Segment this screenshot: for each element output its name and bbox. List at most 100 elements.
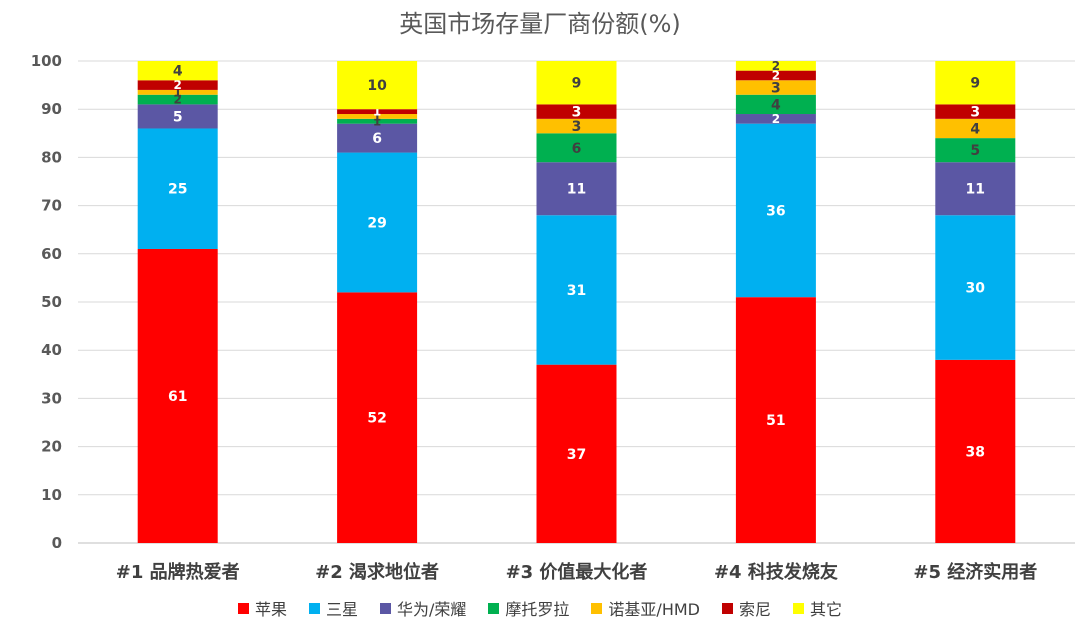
bar-segment (337, 109, 418, 115)
x-tick-label: #2 渴求地位者 (315, 561, 439, 583)
bar-segment (536, 118, 617, 134)
legend-label: 华为/荣耀 (397, 600, 467, 619)
data-label: 10 (367, 78, 387, 94)
bar-segment (137, 104, 218, 129)
bar-segment (935, 162, 1016, 216)
bar-segment (536, 364, 617, 543)
bar-segment (536, 104, 617, 119)
y-tick-label: 70 (41, 197, 62, 215)
data-label: 3 (771, 81, 781, 97)
bar-segment (935, 215, 1016, 360)
bar-segment (536, 162, 617, 216)
data-label: 51 (766, 413, 785, 429)
legend-item: 苹果 (237, 596, 287, 620)
y-tick-label: 80 (41, 148, 62, 166)
bar-segment (935, 104, 1016, 119)
y-tick-label: 90 (41, 100, 62, 118)
legend-swatch (237, 602, 249, 614)
legend-swatch (721, 602, 733, 614)
y-tick-label: 30 (41, 389, 62, 407)
bar-segment (137, 94, 218, 105)
data-label: 4 (173, 64, 183, 80)
data-label: 52 (367, 411, 386, 427)
bar-segment (935, 61, 1016, 105)
data-label: 29 (367, 215, 386, 231)
legend-label: 苹果 (254, 600, 287, 619)
data-label: 1 (174, 85, 182, 99)
legend-item: 索尼 (721, 596, 771, 620)
data-label: 5 (173, 109, 183, 125)
y-tick-label: 100 (31, 52, 62, 70)
data-label: 31 (567, 283, 586, 299)
legend-swatch (793, 602, 804, 614)
data-label: 5 (970, 143, 980, 159)
data-label: 2 (772, 68, 780, 82)
data-label: 2 (174, 93, 182, 107)
data-label: 38 (966, 444, 985, 460)
bar-segment (337, 152, 418, 293)
data-label: 11 (966, 182, 985, 198)
y-tick-label: 50 (41, 293, 62, 311)
legend: 苹果 三星 华为/荣耀 摩托罗拉 诺基亚/HMD 索尼 其它 (0, 596, 1080, 620)
bar-segment (536, 133, 617, 163)
bar-segment (536, 215, 617, 365)
legend-swatch (591, 602, 603, 614)
data-label: 4 (771, 97, 781, 113)
legend-item: 摩托罗拉 (488, 596, 569, 620)
chart-title: 英国市场存量厂商份额(%) (399, 10, 681, 38)
legend-item: 其它 (793, 596, 842, 620)
legend-label: 诺基亚/HMD (608, 600, 700, 619)
bar-segment (735, 114, 816, 124)
legend-swatch (308, 602, 320, 614)
y-tick-label: 40 (41, 341, 62, 359)
data-label: 25 (168, 182, 187, 198)
bar-segment (735, 94, 816, 115)
bar-segment (935, 118, 1016, 139)
x-tick-label: #3 价值最大化者 (506, 561, 648, 583)
bar-segment (137, 248, 218, 544)
data-label: 11 (567, 182, 586, 198)
x-tick-label: #5 经济实用者 (913, 561, 1037, 583)
legend-swatch (488, 602, 500, 614)
data-label: 1 (373, 114, 381, 128)
bar-segment (337, 123, 418, 153)
data-label: 9 (970, 76, 980, 92)
data-label: 1 (373, 105, 381, 119)
data-label: 2 (772, 112, 780, 126)
data-label: 1 (373, 109, 381, 123)
bar-segment (137, 80, 218, 90)
y-tick-label: 60 (41, 245, 62, 263)
bar-segment (735, 297, 816, 543)
bar-segment (536, 61, 617, 105)
y-tick-label: 20 (41, 438, 62, 456)
data-label: 9 (572, 76, 582, 92)
data-label: 3 (970, 105, 980, 121)
legend-item: 三星 (308, 596, 358, 620)
bar-segment (137, 128, 218, 249)
data-label: 4 (970, 121, 980, 137)
data-label: 36 (766, 203, 785, 219)
data-label: 2 (174, 78, 182, 92)
bar-segment (137, 61, 218, 81)
data-label: 6 (572, 141, 582, 157)
data-label: 3 (572, 105, 582, 121)
bar-segment (137, 89, 218, 95)
bar-segment (735, 123, 816, 298)
legend-swatch (380, 602, 391, 614)
bar-segment (337, 61, 418, 110)
bar-segment (337, 292, 418, 543)
legend-item: 诺基亚/HMD (591, 596, 700, 620)
y-tick-label: 10 (41, 486, 62, 504)
data-label: 61 (168, 389, 187, 405)
data-label: 3 (572, 119, 582, 135)
legend-label: 三星 (325, 600, 358, 619)
bar-segment (735, 80, 816, 95)
x-tick-label: #4 科技发烧友 (714, 561, 838, 583)
data-label: 6 (372, 131, 382, 147)
legend-item: 华为/荣耀 (380, 596, 466, 620)
bar-segment (735, 70, 816, 81)
data-label: 30 (966, 281, 986, 297)
data-label: 2 (772, 59, 780, 73)
bar-segment (935, 359, 1016, 543)
